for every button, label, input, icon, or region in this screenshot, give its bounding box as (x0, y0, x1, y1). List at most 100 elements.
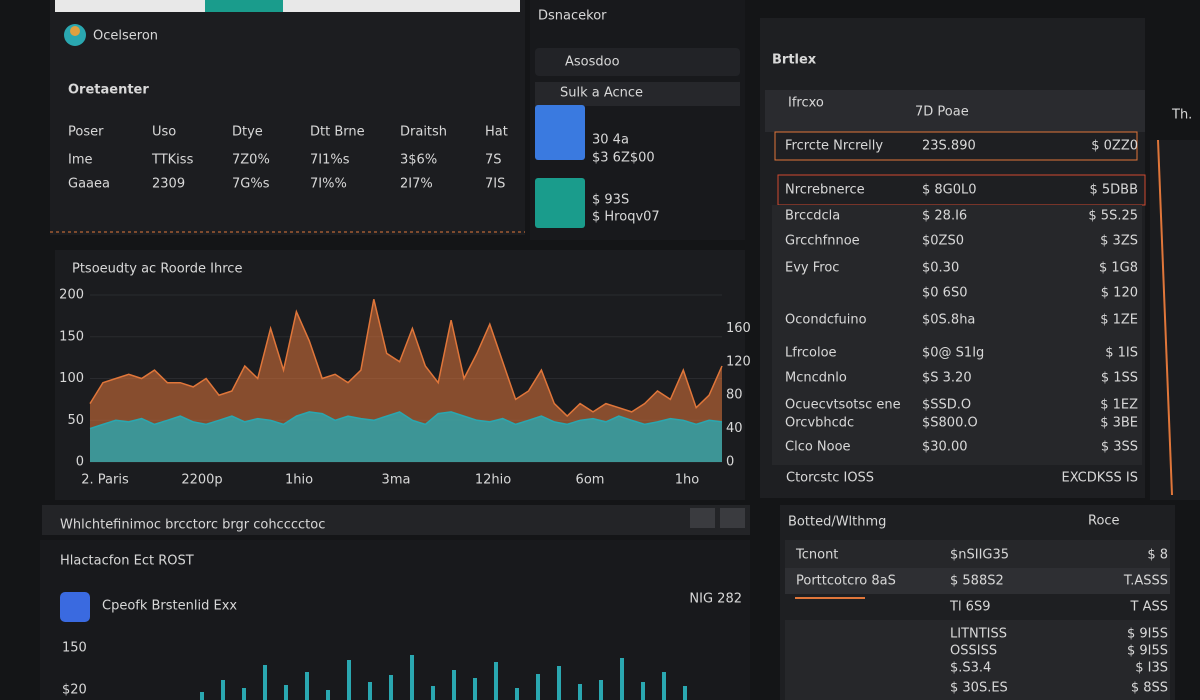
row-name: Nrcrebnerce (785, 183, 865, 198)
bar (578, 684, 582, 700)
bar (305, 672, 309, 700)
bar (452, 670, 456, 700)
row-value: LITNTISS (950, 627, 1007, 642)
bar (347, 660, 351, 700)
bar (641, 682, 645, 700)
row-name: Orcvbhcdc (785, 416, 854, 431)
column-header: 7D Poae (915, 105, 969, 120)
row-name: Brccdcla (785, 209, 840, 224)
row-value: $ 8G0L0 (922, 183, 977, 198)
row-bg (785, 540, 1170, 568)
row-bg (785, 568, 1170, 594)
stat-value: 7I%% (310, 177, 347, 192)
tick-label: $20 (62, 683, 87, 698)
row-value: $SSD.O (922, 398, 971, 413)
row-change: $ 1ZE (1100, 313, 1138, 328)
line (89, 411, 723, 430)
bar (557, 666, 561, 700)
stat-value: 7S (485, 153, 502, 168)
panel-title: Oretaenter (68, 83, 149, 98)
panel-title: Dsnacekor (538, 9, 607, 24)
stat-value: 7I1%s (310, 153, 350, 168)
row-change: T.ASSS (1123, 574, 1168, 589)
bar (431, 686, 435, 700)
x-tick-label: 2200p (181, 473, 222, 488)
row-change: $ 5DBB (1089, 183, 1138, 198)
row-change: $ 3SS (1101, 440, 1138, 455)
row-value: $ 28.I6 (922, 209, 967, 224)
row-name: Mcncdnlo (785, 371, 847, 386)
bar (473, 678, 477, 700)
row-value: $S800.O (922, 416, 978, 431)
panel-title: Botted/Wlthmg (788, 515, 886, 530)
x-tick-label: 1hio (285, 473, 313, 488)
bar (326, 690, 330, 700)
row-value: 23S.890 (922, 139, 976, 154)
row-name: Tcnont (795, 548, 838, 563)
row-name: Porttcotcro 8aS (796, 574, 896, 589)
badge: NIG 282 (689, 592, 742, 607)
bar (242, 688, 246, 700)
bar (683, 686, 687, 700)
side-label: Th. (1171, 108, 1192, 123)
strip (42, 505, 750, 535)
footer-text: Ctorcstc IOSS (786, 471, 874, 486)
bar (284, 685, 288, 700)
row-value: $S 3.20 (922, 371, 972, 386)
row-value: $ 30S.ES (950, 681, 1008, 696)
tile-value: $ 93S (592, 193, 629, 208)
panel-title: Hlactacfon Ect ROST (60, 554, 194, 569)
bar (263, 665, 267, 700)
row-change: $ I3S (1135, 661, 1168, 676)
stat-value: 2309 (152, 177, 185, 192)
stat-header: Hat (485, 125, 508, 140)
strip-text: Whlchtefinimoc brcctorc brgr cohcccctoc (60, 518, 325, 533)
row-value: OSSISS (950, 644, 997, 659)
button[interactable] (720, 508, 745, 528)
row-value: $0.30 (922, 261, 959, 276)
row-value: $0S.8ha (922, 313, 975, 328)
row-change: $ 3BE (1100, 416, 1138, 431)
tile-icon[interactable] (535, 178, 585, 228)
row-name: Frcrcte Nrcrelly (785, 139, 883, 154)
bar (620, 658, 624, 700)
x-tick-label: 12hio (475, 473, 511, 488)
row-name: Grcchfnnoe (785, 234, 860, 249)
row-change: $ 8 (1147, 548, 1168, 563)
row-name: Ocuecvtsotsc ene (785, 398, 901, 413)
stat-value: 2I7% (400, 177, 433, 192)
toolbar (535, 82, 740, 106)
row-value: $nSIIG35 (950, 548, 1009, 563)
tile-icon[interactable] (535, 105, 585, 160)
stat-header: Uso (152, 125, 176, 140)
tile-sub: $3 6Z$00 (592, 151, 655, 166)
bar (221, 680, 225, 700)
button[interactable] (690, 508, 715, 528)
y2-tick-label: 80 (726, 388, 743, 403)
bar (368, 682, 372, 700)
tick-label: 150 (62, 641, 87, 656)
row-value: $ 588S2 (950, 574, 1004, 589)
row-value: $.S3.4 (950, 661, 991, 676)
stat-value: 7IS (485, 177, 505, 192)
row-change: $ 8SS (1131, 681, 1168, 696)
card-title: Cpeofk Brstenlid Exx (102, 599, 237, 614)
bar (410, 655, 414, 700)
y-tick-label: 200 (59, 288, 84, 303)
bar (389, 675, 393, 700)
row-change: $ 1EZ (1100, 398, 1138, 413)
search-box[interactable] (535, 48, 740, 76)
chart-title: Ptsoeudty ac Roorde Ihrce (72, 262, 242, 277)
side-accent (1157, 139, 1173, 496)
bar (536, 674, 540, 700)
stats-panel (50, 0, 525, 235)
y-tick-label: 0 (76, 455, 84, 470)
top-bar (55, 0, 520, 12)
row-value: $0@ S1Ig (922, 346, 984, 361)
list-body (772, 205, 1142, 465)
row-change: $ 9I5S (1127, 644, 1168, 659)
row-change: $ 1IS (1105, 346, 1138, 361)
bar (662, 672, 666, 700)
stat-value: TTKiss (151, 153, 194, 168)
